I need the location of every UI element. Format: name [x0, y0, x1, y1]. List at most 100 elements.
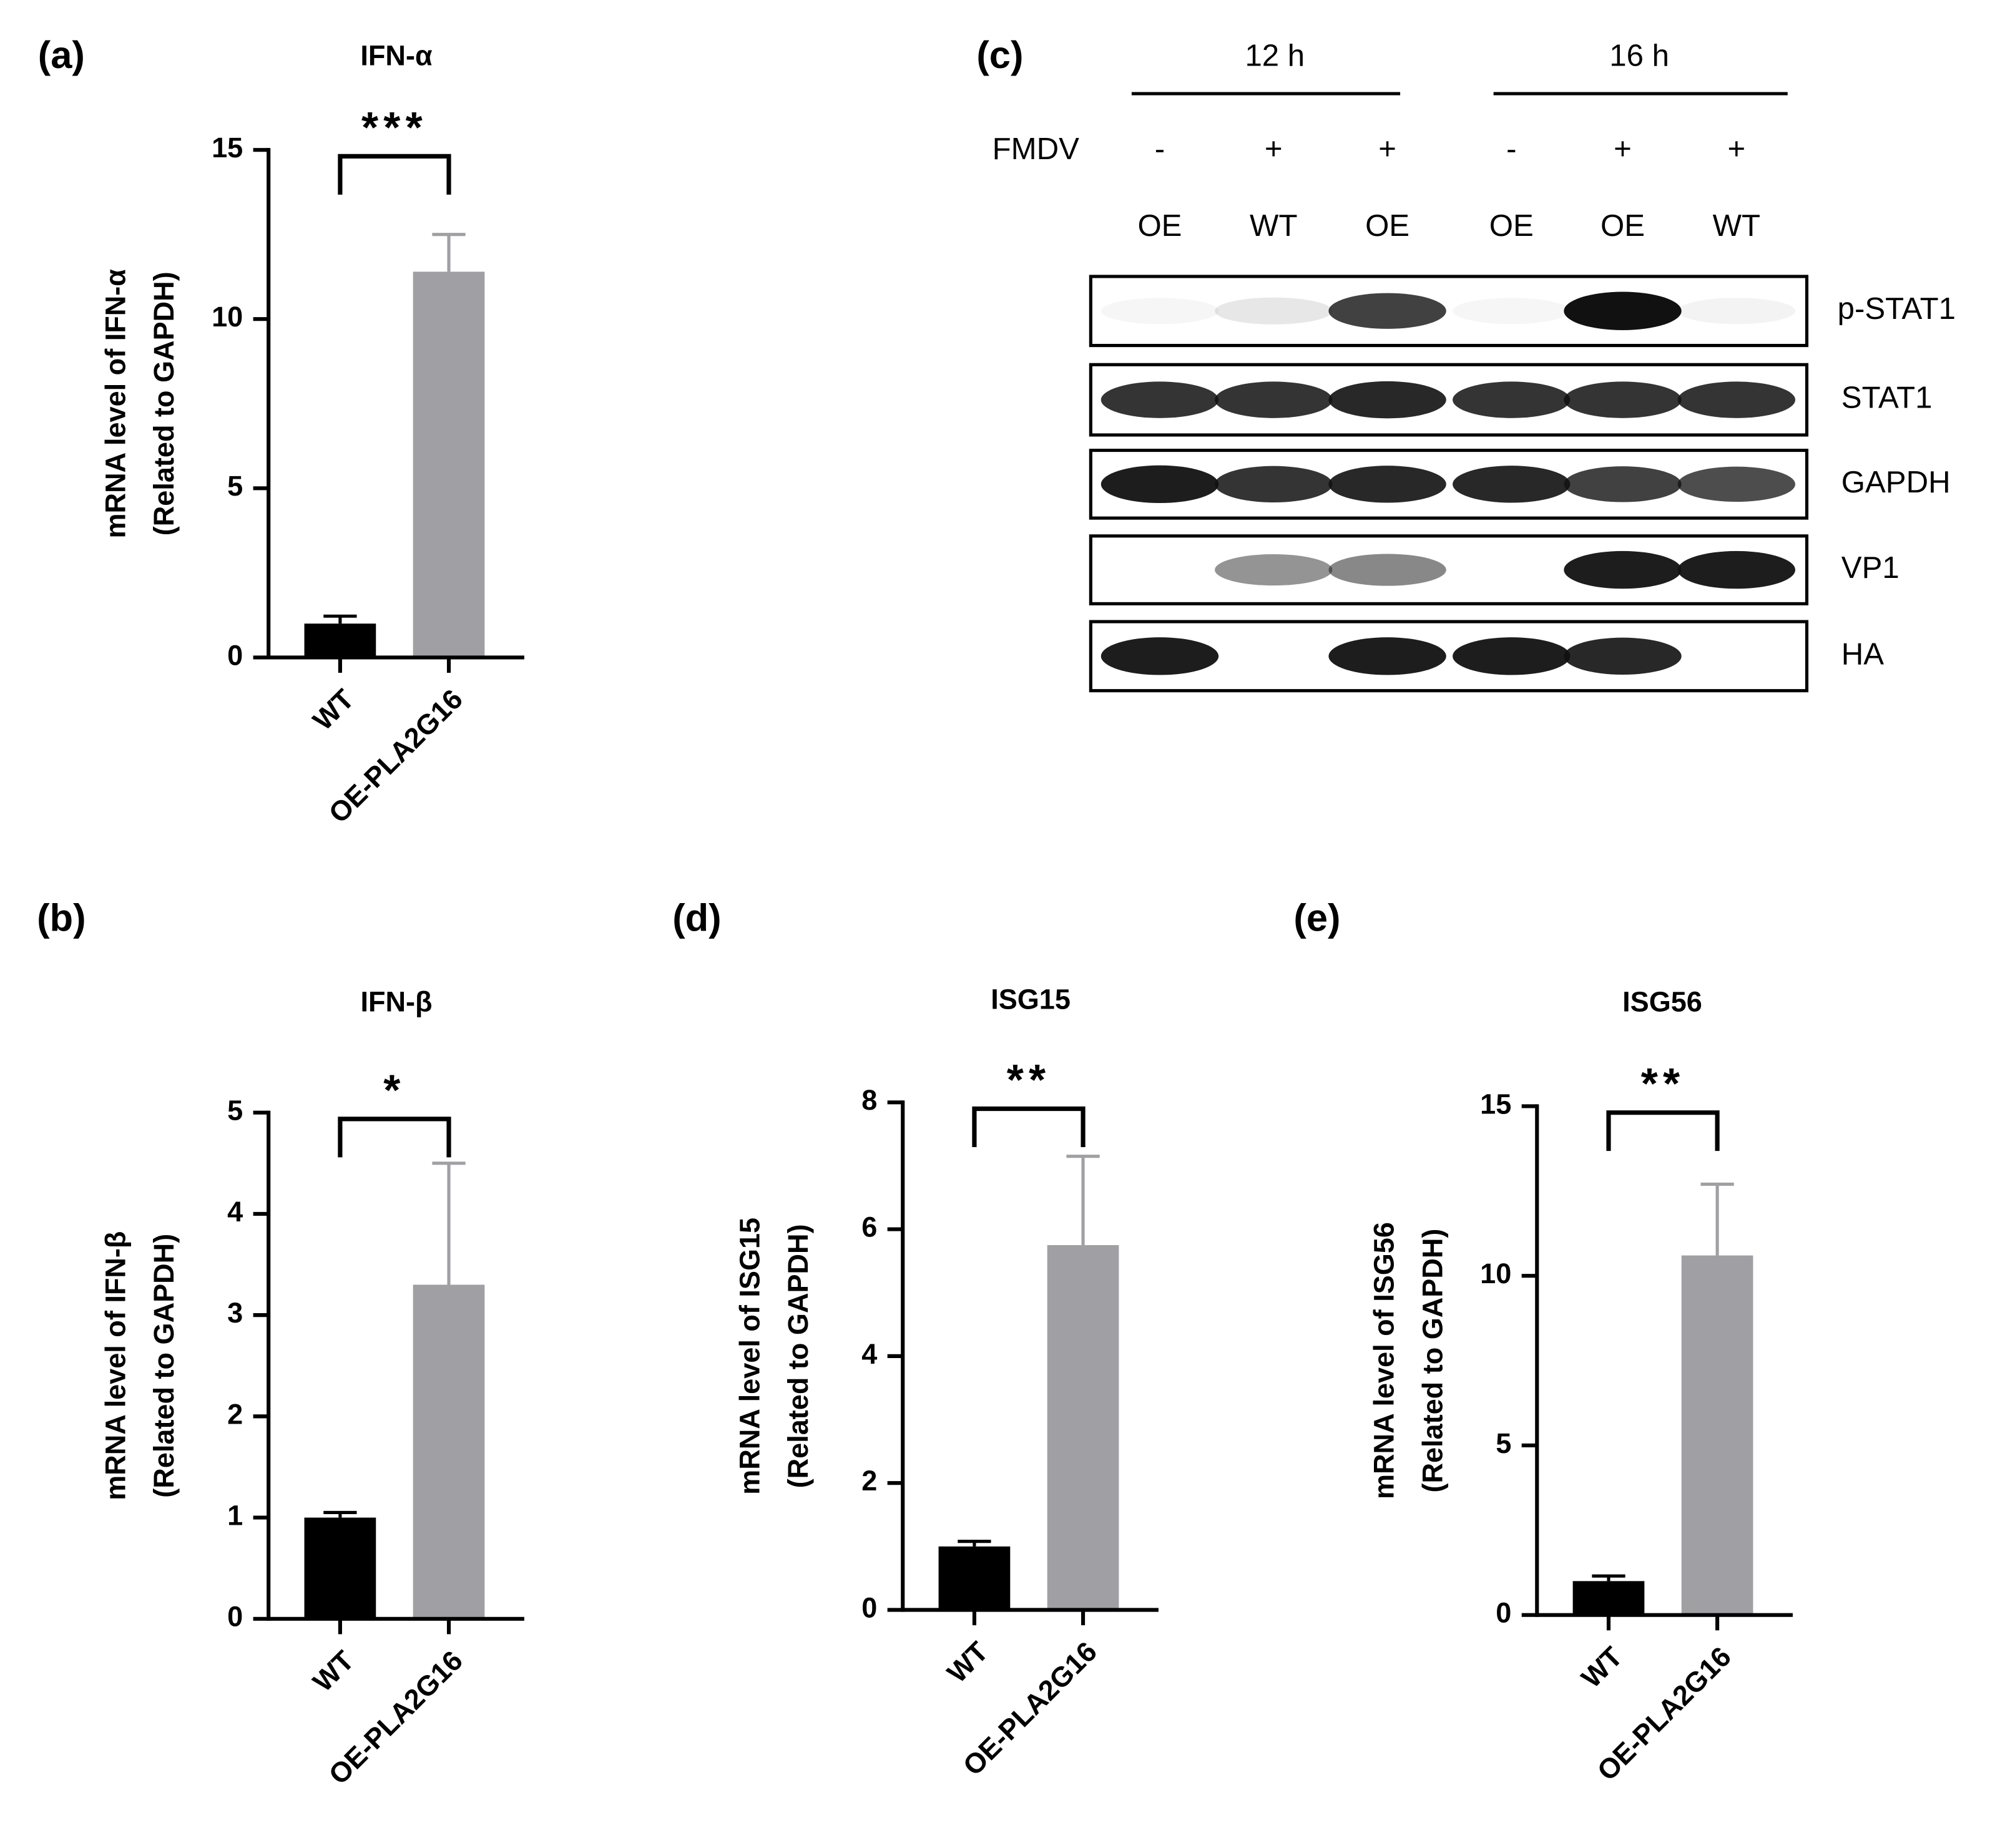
blot-band: [1677, 550, 1796, 589]
blot-band: [1101, 465, 1219, 504]
significance-bracket: [338, 154, 451, 195]
band-label: VP1: [1841, 550, 1900, 585]
y-tick-label: 0: [861, 1591, 877, 1623]
y-tick-label: 10: [1480, 1258, 1511, 1289]
significance-stars: **: [1007, 1055, 1051, 1104]
treatment-sign: +: [1265, 132, 1283, 166]
y-axis-label: (Related to GAPDH): [1416, 1229, 1448, 1493]
y-tick-label: 4: [861, 1338, 877, 1370]
blot-band: [1328, 466, 1446, 503]
error-bar: [432, 1161, 466, 1285]
blot-band: [1215, 466, 1333, 503]
blot-band: [1101, 637, 1219, 675]
blot-band: [1564, 550, 1682, 589]
bar: [413, 271, 485, 658]
blot-band: [1328, 293, 1446, 329]
chart-title: ISG15: [991, 983, 1071, 1015]
bar: [304, 1517, 376, 1619]
blot-band: [1453, 381, 1571, 418]
bar: [1047, 1244, 1119, 1610]
significance-stars: ***: [361, 103, 428, 152]
blot-band: [1215, 554, 1333, 586]
chart-title: IFN-β: [360, 985, 432, 1017]
sample-label: WT: [1250, 208, 1297, 243]
error-bar: [1066, 1155, 1100, 1245]
y-axis-label: mRNA level of ISG56: [1368, 1222, 1400, 1499]
y-tick-label: 2: [861, 1465, 877, 1497]
sample-label: OE: [1489, 208, 1534, 243]
blot-band: [1564, 637, 1682, 675]
blot-band: [1564, 381, 1682, 418]
blot-band: [1453, 298, 1571, 325]
panel-label: (c): [976, 34, 1023, 77]
bar: [413, 1284, 485, 1619]
sample-label: OE: [1365, 208, 1409, 243]
y-tick-label: 0: [1496, 1597, 1511, 1629]
blot-membrane: [1089, 620, 1809, 693]
blot-band: [1453, 637, 1571, 675]
blot-band: [1677, 466, 1796, 502]
error-bar: [1592, 1574, 1625, 1582]
blot-band: [1453, 466, 1571, 503]
y-axis-label: (Related to GAPDH): [782, 1224, 814, 1488]
time-group-label: 12 h: [1245, 39, 1305, 73]
blot-band: [1328, 554, 1446, 586]
treatment-sign: +: [1378, 132, 1396, 166]
y-tick-label: 1: [227, 1500, 243, 1532]
significance-bracket: [338, 1117, 451, 1158]
band-label: GAPDH: [1841, 465, 1951, 499]
y-tick-label: 3: [227, 1297, 243, 1329]
y-tick-label: 5: [227, 1095, 243, 1127]
y-tick-label: 0: [227, 639, 243, 671]
panel-label: (a): [38, 34, 85, 77]
bar: [1572, 1581, 1645, 1615]
y-tick-label: 15: [212, 132, 243, 164]
y-tick-label: 15: [1480, 1088, 1511, 1120]
treatment-sign: +: [1614, 132, 1632, 166]
y-tick-label: 2: [227, 1398, 243, 1430]
blot-band: [1328, 637, 1446, 675]
error-bar: [323, 1510, 357, 1518]
treatment-label: FMDV: [993, 132, 1079, 166]
significance-stars: **: [1641, 1059, 1685, 1108]
blot-band: [1564, 291, 1682, 330]
bar: [304, 623, 376, 658]
band-label: p-STAT1: [1838, 291, 1956, 326]
blot-band: [1101, 381, 1219, 418]
y-axis-label: mRNA level of IFN-α: [99, 269, 131, 539]
treatment-sign: +: [1727, 132, 1745, 166]
y-tick-label: 5: [227, 470, 243, 502]
y-tick-label: 5: [1496, 1427, 1511, 1459]
sample-label: OE: [1137, 208, 1182, 243]
panel-label: (b): [37, 897, 86, 940]
y-tick-label: 4: [227, 1196, 243, 1228]
y-tick-label: 8: [861, 1084, 877, 1116]
panel-label: (d): [672, 897, 721, 940]
blot-band: [1215, 297, 1333, 325]
error-bar: [958, 1540, 991, 1547]
treatment-sign: -: [1506, 132, 1516, 166]
error-bar: [1700, 1182, 1734, 1256]
treatment-sign: -: [1155, 132, 1165, 166]
y-axis-label: mRNA level of IFN-β: [99, 1231, 131, 1500]
y-tick-label: 0: [227, 1601, 243, 1633]
y-tick-label: 10: [212, 301, 243, 333]
chart-title: IFN-α: [360, 40, 433, 72]
bar: [1681, 1255, 1753, 1615]
blot-band: [1564, 466, 1682, 502]
error-bar: [432, 233, 466, 272]
significance-stars: *: [383, 1065, 405, 1114]
blot-band: [1677, 298, 1796, 325]
y-axis-label: (Related to GAPDH): [148, 1234, 180, 1498]
band-label: STAT1: [1841, 381, 1933, 415]
blot-band: [1215, 381, 1333, 418]
sample-label: OE: [1601, 208, 1645, 243]
chart-title: ISG56: [1622, 985, 1702, 1017]
significance-bracket: [1606, 1110, 1720, 1151]
y-axis-label: (Related to GAPDH): [148, 271, 180, 535]
significance-bracket: [972, 1106, 1086, 1147]
band-label: HA: [1841, 637, 1884, 671]
y-tick-label: 6: [861, 1211, 877, 1243]
blot-band: [1677, 381, 1796, 418]
